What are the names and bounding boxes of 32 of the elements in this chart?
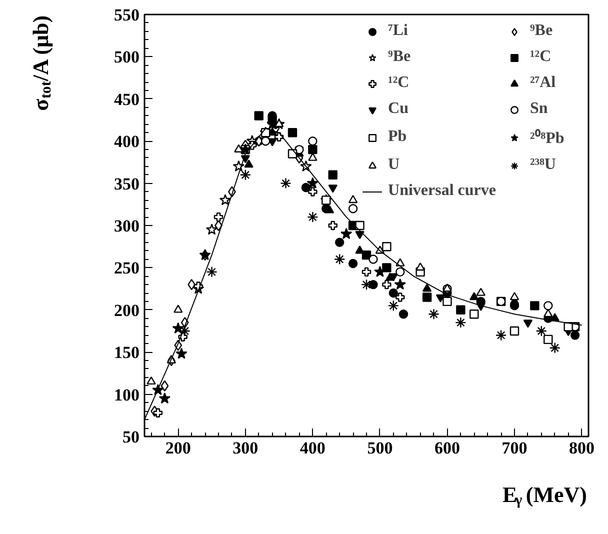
legend-label: ²⁰⁸Pb bbox=[530, 128, 566, 148]
x-tick-label: 200 bbox=[165, 438, 191, 458]
y-tick-label: 400 bbox=[114, 132, 140, 152]
legend-label: Cu bbox=[388, 100, 410, 118]
y-tick-label: 550 bbox=[114, 6, 140, 24]
y-tick-label: 100 bbox=[114, 385, 140, 404]
legend-label: Universal curve bbox=[388, 182, 496, 200]
y-tick-label: 200 bbox=[114, 300, 140, 320]
y-tick-label: 150 bbox=[114, 343, 140, 362]
legend-label: ¹²C bbox=[388, 74, 410, 92]
y-tick-label: 350 bbox=[114, 174, 140, 194]
x-tick-label: 500 bbox=[367, 438, 393, 458]
y-tick-label: 250 bbox=[114, 258, 140, 278]
legend-label: ¹²C bbox=[530, 48, 552, 66]
y-tick-label: 300 bbox=[114, 216, 140, 236]
legend-label: U bbox=[388, 156, 401, 174]
y-tick-label: 450 bbox=[114, 90, 140, 109]
x-tick-label: 600 bbox=[434, 438, 460, 458]
legend-label: ⁹Be bbox=[388, 48, 412, 66]
legend-label: Pb bbox=[388, 128, 408, 146]
legend-label: ⁷Li bbox=[388, 22, 409, 40]
legend-label: ⁹Be bbox=[530, 22, 554, 40]
y-axis-title: σtot/A (μb) bbox=[28, 15, 54, 111]
y-tick-label: 50 bbox=[122, 428, 140, 446]
x-tick-label: 300 bbox=[232, 438, 258, 458]
x-tick-label: 400 bbox=[300, 438, 326, 458]
x-tick-label: 800 bbox=[569, 438, 595, 458]
legend-label: Sn bbox=[530, 100, 549, 118]
legend-label: ²⁷Al bbox=[530, 74, 557, 92]
x-tick-label: 700 bbox=[502, 438, 528, 458]
y-tick-label: 500 bbox=[114, 48, 140, 67]
legend-label: ²³⁸U bbox=[530, 156, 557, 174]
